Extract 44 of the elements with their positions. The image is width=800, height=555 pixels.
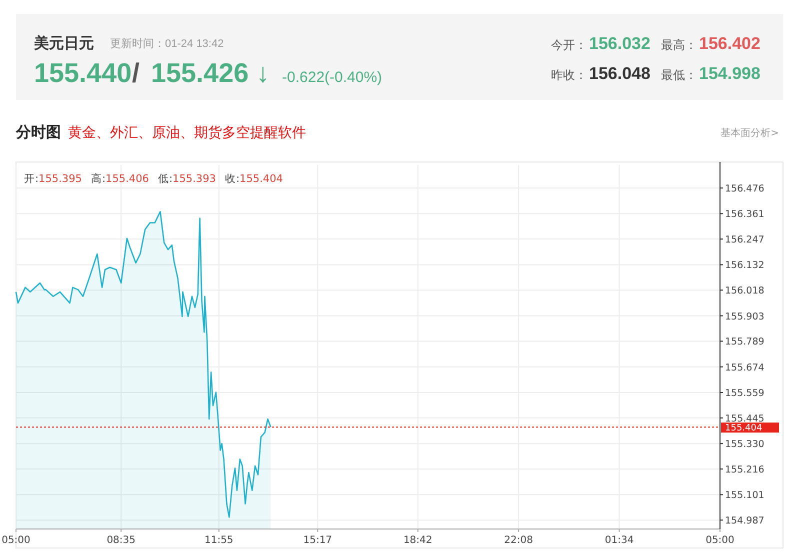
text: 155.426 ↓	[151, 58, 270, 88]
text: 最低：	[661, 68, 697, 82]
y-tick-label: 155.445	[725, 413, 764, 424]
text: 更新时间：01-24 13:42	[110, 37, 224, 50]
text: 今开：	[551, 38, 587, 52]
chart-title: 分时图	[15, 123, 61, 141]
text: 昨收：	[551, 68, 587, 82]
y-tick-label: 156.132	[725, 260, 764, 272]
ref-line-label: 155.404	[725, 424, 762, 434]
annotation: 低:155.393	[158, 173, 216, 185]
text: 156.048	[589, 64, 650, 83]
annotation: 开:155.395	[24, 173, 82, 185]
annotation: 高:155.406	[91, 172, 150, 185]
chart-subtitle: 黄金、外汇、原油、期货多空提醒软件	[68, 125, 306, 141]
text: 基本面分析>	[720, 127, 779, 139]
text: 最高：	[661, 38, 697, 52]
y-tick-label: 155.330	[725, 439, 764, 450]
y-tick-label: 155.674	[725, 362, 764, 374]
text: /	[132, 58, 140, 88]
text: 156.402	[699, 34, 760, 53]
x-tick-label: 22:08	[504, 535, 533, 546]
text: 156.032	[589, 34, 650, 53]
y-tick-label: 156.361	[725, 209, 764, 220]
y-tick-label: 155.101	[725, 490, 764, 502]
x-tick-label: 08:35	[106, 535, 136, 546]
x-tick-label: 05:00	[2, 535, 30, 546]
y-tick-label: 155.216	[725, 464, 764, 476]
y-tick-label: 155.559	[725, 388, 764, 399]
y-tick-label: 155.903	[725, 311, 764, 322]
x-tick-label: 11:55	[204, 535, 234, 546]
x-tick-label: 15:17	[303, 535, 332, 546]
text: -0.622(-0.40%)	[282, 69, 382, 86]
y-tick-label: 156.018	[725, 286, 764, 297]
x-tick-label: 05:00	[706, 535, 734, 546]
y-tick-label: 155.789	[725, 336, 764, 348]
x-tick-label: 01:34	[604, 535, 634, 546]
y-tick-label: 156.476	[725, 183, 764, 194]
text: 154.998	[699, 64, 760, 83]
y-tick-label: 154.987	[725, 516, 764, 527]
y-tick-label: 156.247	[725, 234, 764, 246]
text: 155.440	[34, 58, 132, 88]
x-tick-label: 18:42	[403, 535, 432, 546]
annotation: 收:155.404	[225, 173, 284, 185]
text: 美元日元	[33, 34, 94, 52]
